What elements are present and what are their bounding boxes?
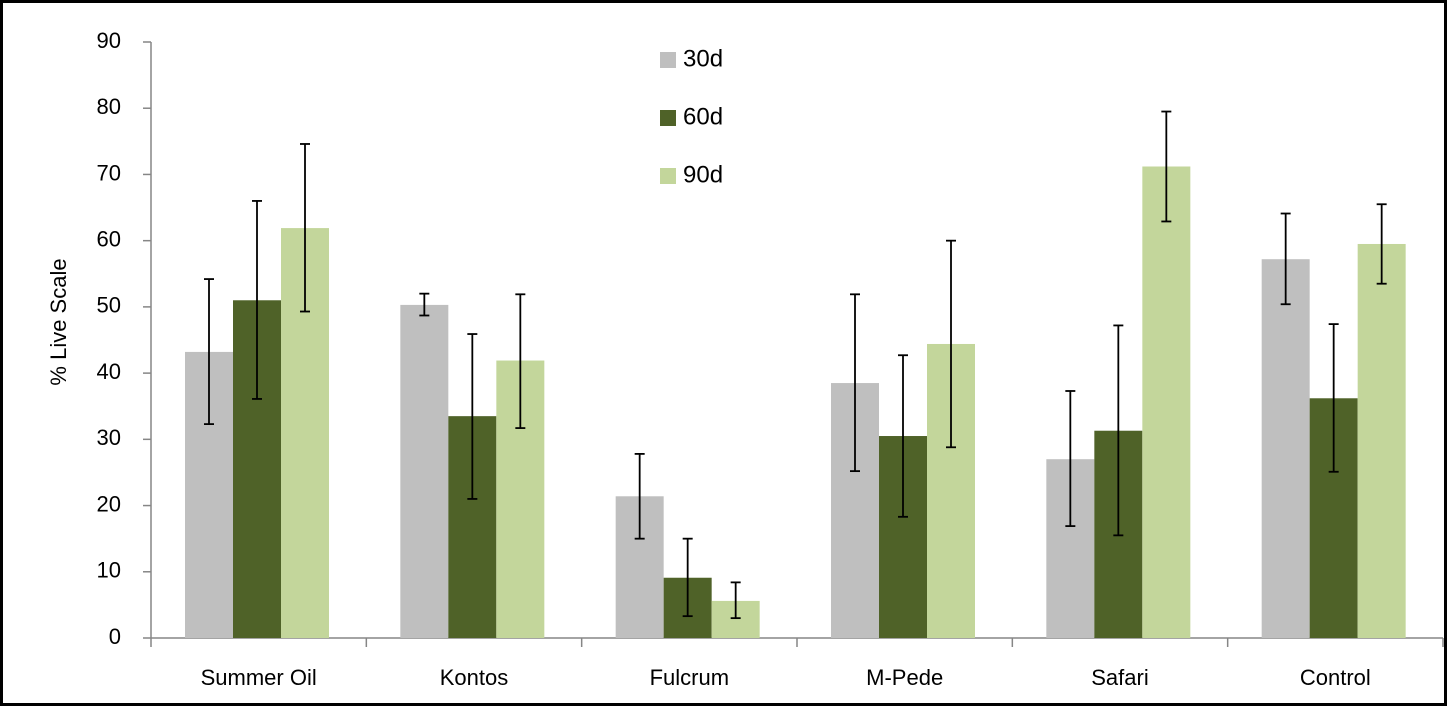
- x-category-label: Safari: [1091, 665, 1148, 690]
- legend-swatch-90d: [660, 168, 676, 184]
- y-tick-label: 50: [97, 293, 121, 318]
- x-category-label: Fulcrum: [650, 665, 729, 690]
- bar-chart: 0 10 20 30 40 50 60 70 80 90 Summer Oil Kontos Fulcr…: [46, 28, 1444, 690]
- bars: [185, 166, 1406, 638]
- x-category-label: Control: [1300, 665, 1371, 690]
- error-bars: [204, 110, 1387, 620]
- legend-label: 90d: [683, 161, 723, 188]
- legend-swatch-30d: [660, 52, 676, 68]
- legend-label: 60d: [683, 103, 723, 130]
- y-tick-label: 90: [97, 28, 121, 53]
- y-axis-title: % Live Scale: [46, 258, 71, 385]
- y-tick-label: 70: [97, 160, 121, 185]
- x-category-label: Summer Oil: [201, 665, 317, 690]
- legend: 30d 60d 90d: [660, 45, 723, 188]
- y-tick-label: 30: [97, 425, 121, 450]
- y-tick-label: 60: [97, 226, 121, 251]
- y-tick-label: 80: [97, 94, 121, 119]
- bar-30d: [400, 304, 449, 638]
- x-category-label: M-Pede: [866, 665, 943, 690]
- y-tick-label: 0: [109, 624, 121, 649]
- y-tick-label: 20: [97, 491, 121, 516]
- axes: 0 10 20 30 40 50 60 70 80 90 Summer Oil Kontos Fulcr…: [97, 28, 1444, 690]
- bar-90d: [1142, 166, 1191, 638]
- y-tick-label: 10: [97, 558, 121, 583]
- x-category-label: Kontos: [440, 665, 509, 690]
- bar-90d: [1357, 243, 1406, 638]
- y-tick-label: 40: [97, 359, 121, 384]
- legend-label: 30d: [683, 45, 723, 72]
- legend-swatch-60d: [660, 110, 676, 126]
- bar-30d: [1261, 259, 1310, 638]
